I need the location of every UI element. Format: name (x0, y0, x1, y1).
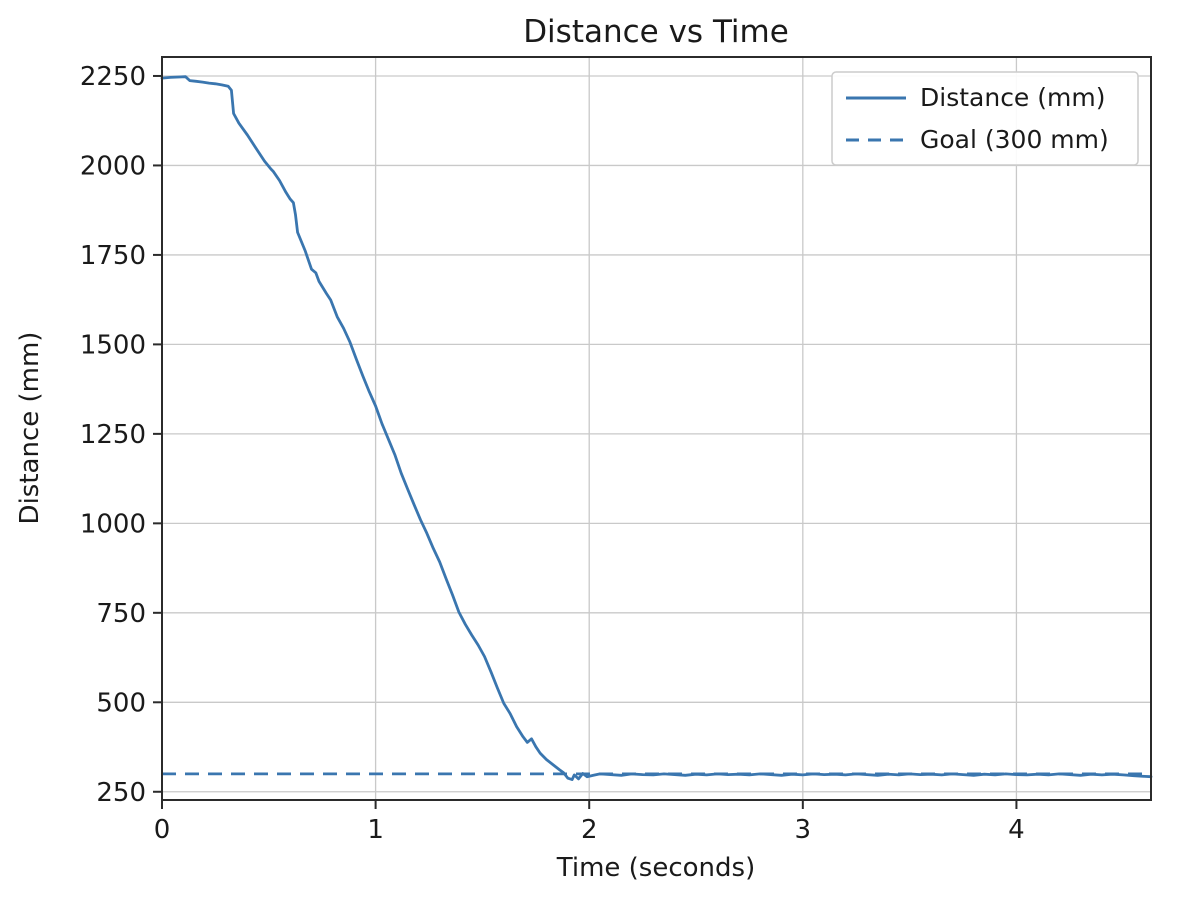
x-tick-label: 3 (795, 815, 812, 845)
y-tick-label: 1000 (80, 509, 146, 539)
y-tick-label: 1250 (80, 420, 146, 450)
y-tick-label: 2250 (80, 62, 146, 92)
y-axis-label: Distance (mm) (15, 332, 45, 525)
y-tick-label: 500 (96, 688, 146, 718)
axes-spines (161, 56, 1152, 801)
x-tick-label: 1 (367, 815, 384, 845)
y-axis-ticks: 250 500 750 1000 1250 1500 1750 2000 2250 (80, 62, 162, 808)
legend-frame (831, 71, 1139, 166)
chart-title: Distance vs Time (523, 14, 789, 50)
x-axis-label: Time (seconds) (556, 853, 755, 883)
legend-label-goal: Goal (300 mm) (920, 125, 1109, 154)
y-tick-label: 2000 (80, 151, 146, 181)
x-tick-label: 0 (154, 815, 171, 845)
y-tick-label: 1750 (80, 241, 146, 271)
x-tick-label: 4 (1008, 815, 1025, 845)
distance-series-line (160, 75, 1153, 781)
y-tick-label: 1500 (80, 330, 146, 360)
gridlines (161, 57, 1151, 800)
legend: Distance (mm) Goal (300 mm) (831, 71, 1139, 166)
y-tick-label: 750 (96, 599, 146, 629)
legend-label-distance: Distance (mm) (920, 83, 1105, 112)
y-tick-label: 250 (96, 778, 146, 808)
x-tick-label: 2 (581, 815, 598, 845)
x-axis-ticks: 0 1 2 3 4 (154, 800, 1025, 845)
